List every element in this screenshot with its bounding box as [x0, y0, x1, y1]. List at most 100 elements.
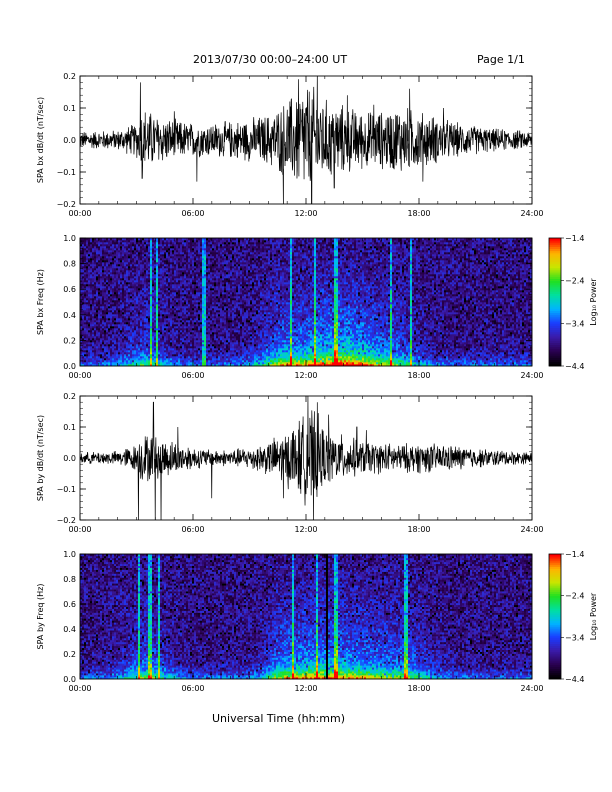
spectrogram-cell [200, 302, 202, 304]
spectrogram-cell [146, 330, 148, 332]
spectrogram-cell [132, 274, 134, 276]
spectrogram-cell [210, 306, 212, 308]
spectrogram-cell [174, 264, 176, 266]
spectrogram-cell [160, 248, 162, 250]
spectrogram-cell [106, 336, 108, 338]
spectrogram-cell [126, 360, 128, 362]
spectrogram-cell [100, 362, 102, 364]
spectrogram-cell [184, 338, 186, 340]
spectrogram-cell [160, 332, 162, 334]
spectrogram-cell [220, 308, 222, 310]
spectrogram-cell [142, 314, 144, 316]
spectrogram-cell [216, 270, 218, 272]
spectrogram-cell [192, 258, 194, 260]
spectrogram-cell [98, 262, 100, 264]
spectrogram-cell [212, 328, 214, 330]
spectrogram-cell [132, 342, 134, 344]
spectrogram-cell [158, 240, 160, 242]
spectrogram-cell [198, 252, 200, 254]
spectrogram-cell [128, 250, 130, 252]
spectrogram-cell [190, 272, 192, 274]
spectrogram-cell [170, 316, 172, 318]
spectrogram-cell [150, 350, 152, 352]
spectrogram-cell [226, 330, 228, 332]
spectrogram-cell [210, 316, 212, 318]
spectrogram-cell [164, 304, 166, 306]
spectrogram-cell [122, 326, 124, 328]
spectrogram-cell [198, 296, 200, 298]
spectrogram-cell [84, 284, 86, 286]
spectrogram-cell [100, 322, 102, 324]
spectrogram-cell [98, 352, 100, 354]
spectrogram-cell [122, 350, 124, 352]
spectrogram-cell [114, 290, 116, 292]
spectrogram-cell [172, 304, 174, 306]
spectrogram-cell [200, 260, 202, 262]
spectrogram-cell [186, 272, 188, 274]
spectrogram-cell [156, 266, 158, 268]
spectrogram-cell [146, 254, 148, 256]
spectrogram-cell [102, 358, 104, 360]
spectrogram-cell [188, 272, 190, 274]
spectrogram-cell [92, 312, 94, 314]
spectrogram-cell [194, 324, 196, 326]
spectrogram-cell [200, 314, 202, 316]
spectrogram-cell [150, 304, 152, 306]
spectrogram-cell [144, 242, 146, 244]
spectrogram-cell [164, 308, 166, 310]
spectrogram-cell [138, 304, 140, 306]
spectrogram-cell [88, 306, 90, 308]
spectrogram-cell [230, 258, 232, 260]
spectrogram-cell [206, 244, 208, 246]
spectrogram-cell [132, 290, 134, 292]
spectrogram-cell [132, 358, 134, 360]
spectrogram-cell [118, 360, 120, 362]
spectrogram-cell [174, 306, 176, 308]
spectrogram-cell [104, 262, 106, 264]
spectrogram-cell [186, 264, 188, 266]
spectrogram-cell [208, 286, 210, 288]
spectrogram-cell [140, 352, 142, 354]
spectrogram-cell [136, 306, 138, 308]
spectrogram-cell [154, 310, 156, 312]
spectrogram-cell [164, 254, 166, 256]
spectrogram-cell [90, 282, 92, 284]
spectrogram-cell [208, 324, 210, 326]
spectrogram-cell [156, 294, 158, 296]
spectrogram-cell [180, 308, 182, 310]
spectrogram-cell [98, 252, 100, 254]
spectrogram-cell [102, 346, 104, 348]
spectrogram-cell [106, 288, 108, 290]
spectrogram-cell [204, 272, 206, 274]
spectrogram-cell [130, 282, 132, 284]
spectrogram-cell [142, 354, 144, 356]
spectrogram-cell [228, 248, 230, 250]
spectrogram-cell [194, 244, 196, 246]
spectrogram-cell [150, 292, 152, 294]
spectrogram-cell [194, 250, 196, 252]
spectrogram-cell [226, 302, 228, 304]
spectrogram-cell [190, 316, 192, 318]
spectrogram-cell [198, 288, 200, 290]
spectrogram-cell [102, 286, 104, 288]
spectrogram-cell [84, 278, 86, 280]
spectrogram-cell [176, 300, 178, 302]
spectrogram-cell [110, 240, 112, 242]
spectrogram-cell [136, 320, 138, 322]
spectrogram-cell [100, 276, 102, 278]
spectrogram-cell [98, 330, 100, 332]
spectrogram-cell [170, 354, 172, 356]
spectrogram-cell [100, 246, 102, 248]
spectrogram-cell [176, 302, 178, 304]
spectrogram-cell [90, 350, 92, 352]
spectrogram-cell [184, 300, 186, 302]
spectrogram-cell [148, 320, 150, 322]
spectrogram-cell [108, 346, 110, 348]
spectrogram-cell [186, 358, 188, 360]
spectrogram-cell [130, 264, 132, 266]
spectrogram-cell [200, 262, 202, 264]
spectrogram-cell [206, 252, 208, 254]
spectrogram-cell [90, 262, 92, 264]
spectrogram-cell [100, 244, 102, 246]
spectrogram-cell [120, 316, 122, 318]
